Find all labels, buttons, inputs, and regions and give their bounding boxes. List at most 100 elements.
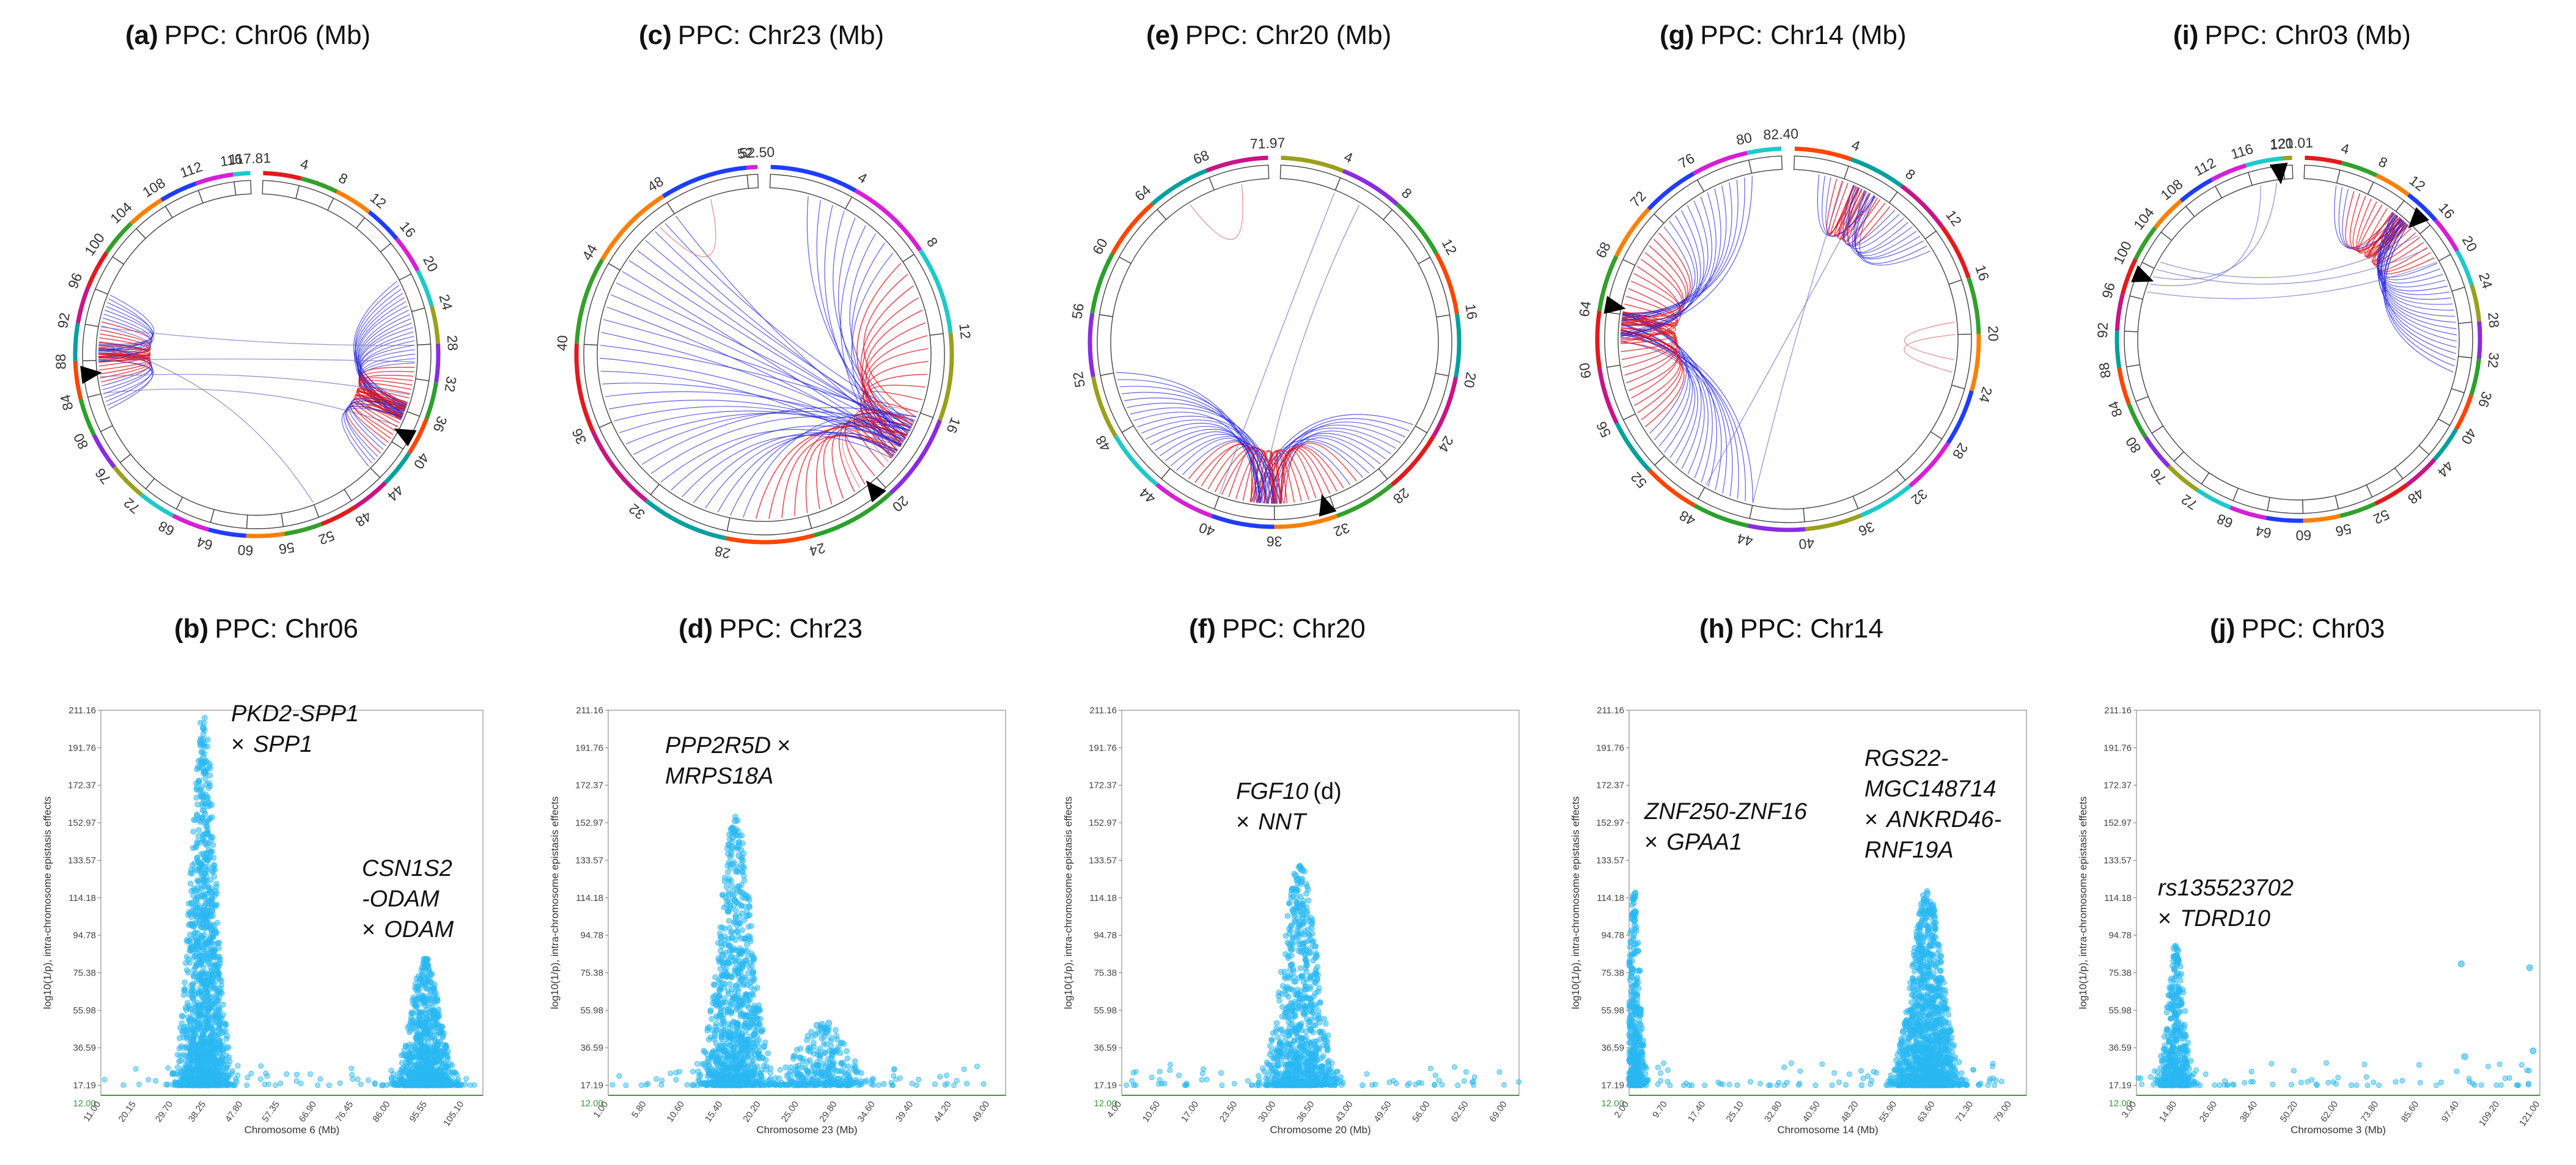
data-point (914, 1082, 919, 1088)
data-point (216, 1013, 223, 1020)
data-point (1320, 1053, 1327, 1059)
data-point (805, 1045, 812, 1051)
ideogram-tick-label: 4 (299, 156, 311, 173)
x-tick-label: 29.70 (153, 1100, 175, 1125)
ideogram-segment (1329, 468, 1388, 510)
link-chord (1706, 191, 1867, 486)
marker-triangle (394, 428, 417, 447)
data-point (219, 1046, 226, 1053)
panel-e-title: (e) PPC: Chr20 (Mb) (1146, 20, 1391, 50)
data-point (418, 1037, 424, 1044)
data-point (891, 1073, 897, 1079)
data-point (689, 1082, 696, 1089)
link-chord (345, 406, 403, 457)
data-point (743, 991, 750, 998)
data-point (638, 1082, 644, 1088)
data-point (193, 1032, 199, 1039)
ideogram-band (76, 285, 91, 324)
ideogram-band (407, 418, 429, 455)
panel-c-title: (c) PPC: Chr23 (Mb) (639, 20, 884, 50)
data-point (317, 1076, 323, 1082)
ideogram-tick-label: 76 (2147, 465, 2169, 487)
data-point (101, 1076, 108, 1082)
data-point (205, 904, 212, 911)
link-chord (1838, 185, 1876, 240)
link-layer (600, 196, 929, 520)
ideogram-band (574, 344, 595, 432)
panel-a-title-text: PPC: Chr06 (Mb) (164, 20, 370, 50)
ideogram-tick-label: 44 (579, 241, 600, 263)
ideogram-band (2407, 193, 2438, 222)
ideogram-tick-label: 76 (92, 465, 114, 487)
ideogram-segment (1924, 230, 1962, 285)
data-point (225, 1044, 232, 1050)
x-tick-label: 23.50 (1218, 1100, 1239, 1125)
y-tick-label: 191.76 (1089, 743, 1117, 753)
link-chord (2150, 185, 2261, 287)
ideogram-band (574, 259, 605, 344)
y-tick-label: 191.76 (68, 743, 96, 753)
data-point (735, 852, 743, 859)
ideogram-band (2341, 161, 2378, 178)
ideogram-tick-label: 20 (2459, 233, 2481, 254)
data-point (449, 1062, 455, 1068)
data-point (738, 1059, 744, 1066)
data-point (224, 1033, 230, 1039)
data-point (191, 859, 198, 866)
data-point (273, 1082, 279, 1088)
data-point (777, 1067, 783, 1073)
data-point (708, 1053, 715, 1060)
link-chord (1124, 397, 1268, 504)
data-point (817, 1051, 823, 1058)
ideogram-segment (246, 513, 284, 529)
ideogram-band (73, 322, 80, 361)
data-point (645, 1081, 651, 1087)
data-point (452, 1069, 458, 1075)
link-chord (1621, 329, 1684, 421)
ideogram-band (1900, 184, 1944, 229)
data-point (264, 1073, 270, 1079)
data-point (245, 1075, 251, 1081)
x-tick-label: 57.35 (260, 1100, 281, 1125)
data-point (825, 1064, 832, 1070)
ideogram-tick-label: 121.01 (2270, 134, 2313, 152)
data-point (455, 1081, 461, 1087)
y-tick-label: 94.78 (580, 930, 603, 941)
panel-g-letter: (g) (1660, 20, 1694, 50)
data-point (414, 1015, 421, 1022)
data-point (1256, 1073, 1262, 1079)
link-chord (1836, 187, 1863, 238)
link-chord (863, 274, 917, 418)
data-point (726, 898, 732, 905)
data-point (823, 1029, 831, 1036)
y-tick-label: 17.19 (73, 1081, 96, 1091)
data-point (738, 948, 745, 955)
data-point (746, 965, 753, 972)
ideogram-band (770, 164, 857, 193)
data-point (176, 1058, 182, 1065)
link-layer (2147, 182, 2457, 373)
ideogram-segment (1160, 468, 1220, 510)
link-chord (625, 413, 905, 444)
ideogram-band (1274, 514, 1338, 529)
scatter-chr23: 211.16191.76172.37152.97133.57114.1894.7… (549, 705, 1006, 1136)
ideogram-segment (84, 288, 109, 328)
data-point (198, 870, 205, 877)
data-point (909, 1081, 915, 1086)
link-chord (1121, 392, 1269, 504)
data-point (752, 1014, 759, 1020)
y-tick-label: 114.18 (576, 893, 603, 903)
ideogram-band (2476, 321, 2482, 359)
data-point (712, 974, 719, 980)
data-point (733, 907, 739, 914)
data-point (725, 889, 732, 896)
link-chord (671, 425, 903, 491)
x-tick-label: 69.00 (1487, 1100, 1509, 1125)
data-point (443, 1064, 449, 1070)
ideogram-band (1946, 390, 1974, 444)
data-point (212, 1018, 219, 1024)
data-point (739, 927, 746, 933)
ideogram-band (1087, 313, 1095, 378)
ideogram-band (73, 361, 83, 400)
